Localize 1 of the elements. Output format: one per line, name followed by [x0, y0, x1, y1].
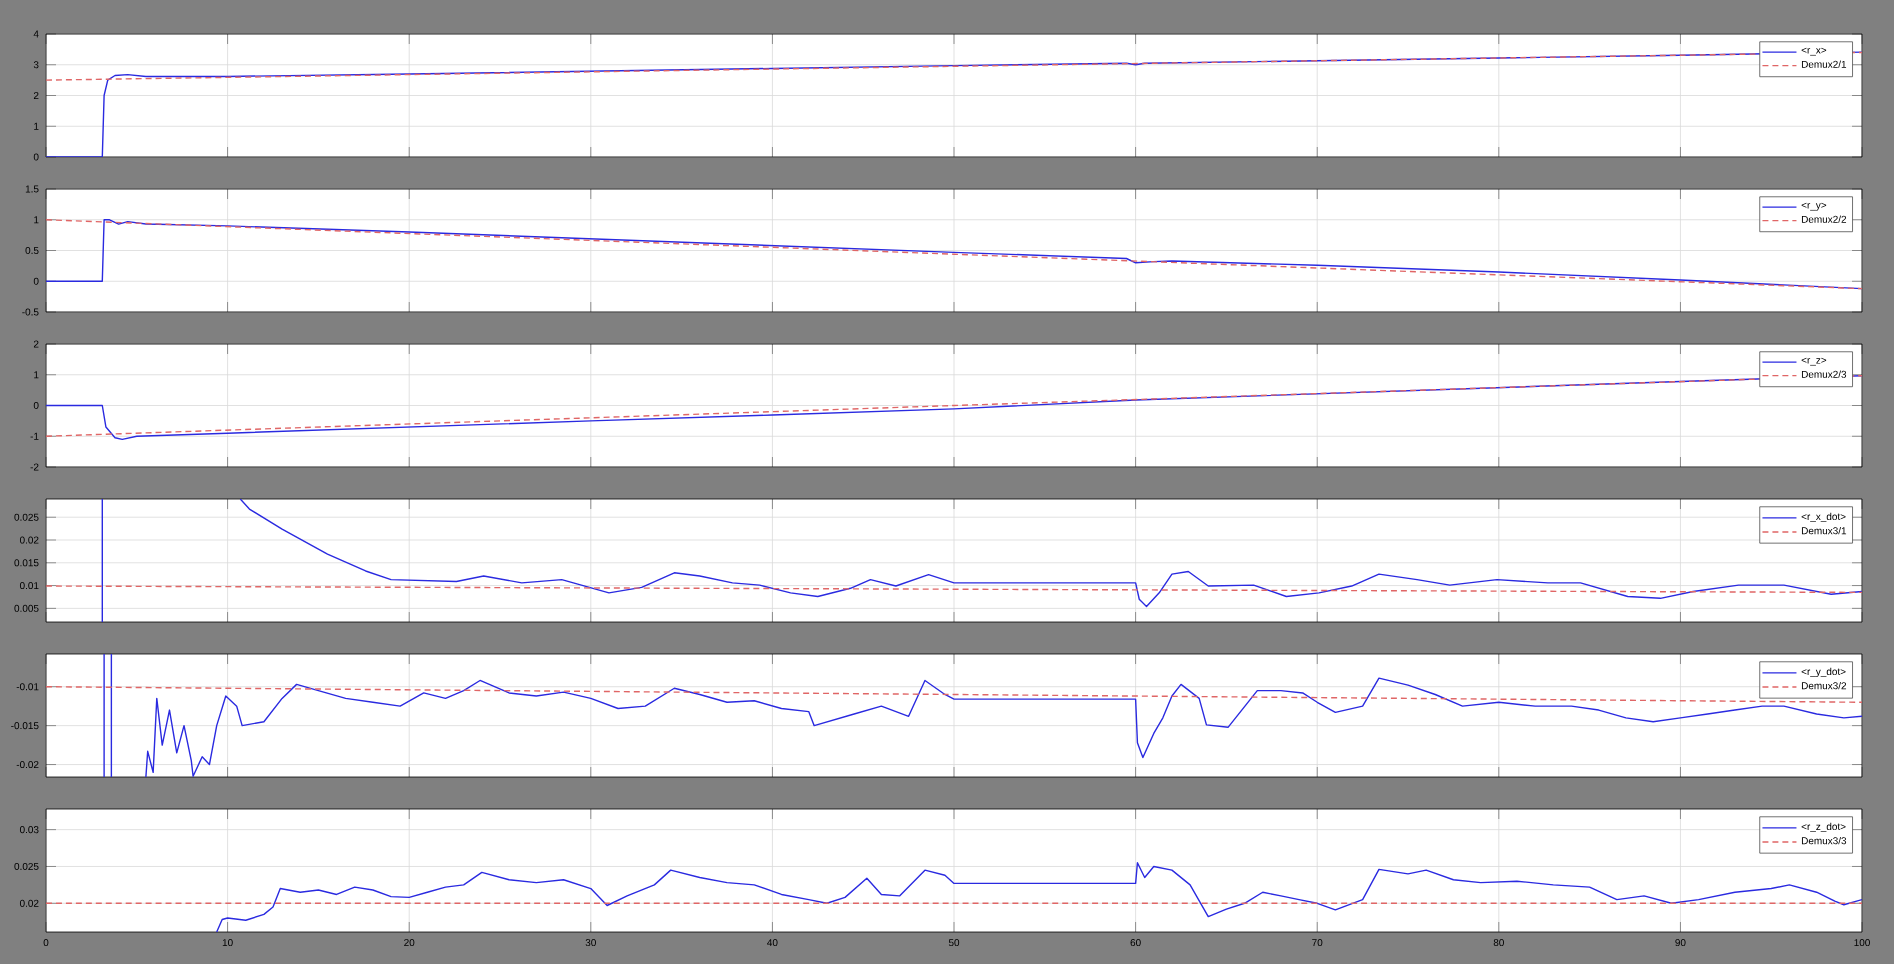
- line-series: [216, 862, 1863, 933]
